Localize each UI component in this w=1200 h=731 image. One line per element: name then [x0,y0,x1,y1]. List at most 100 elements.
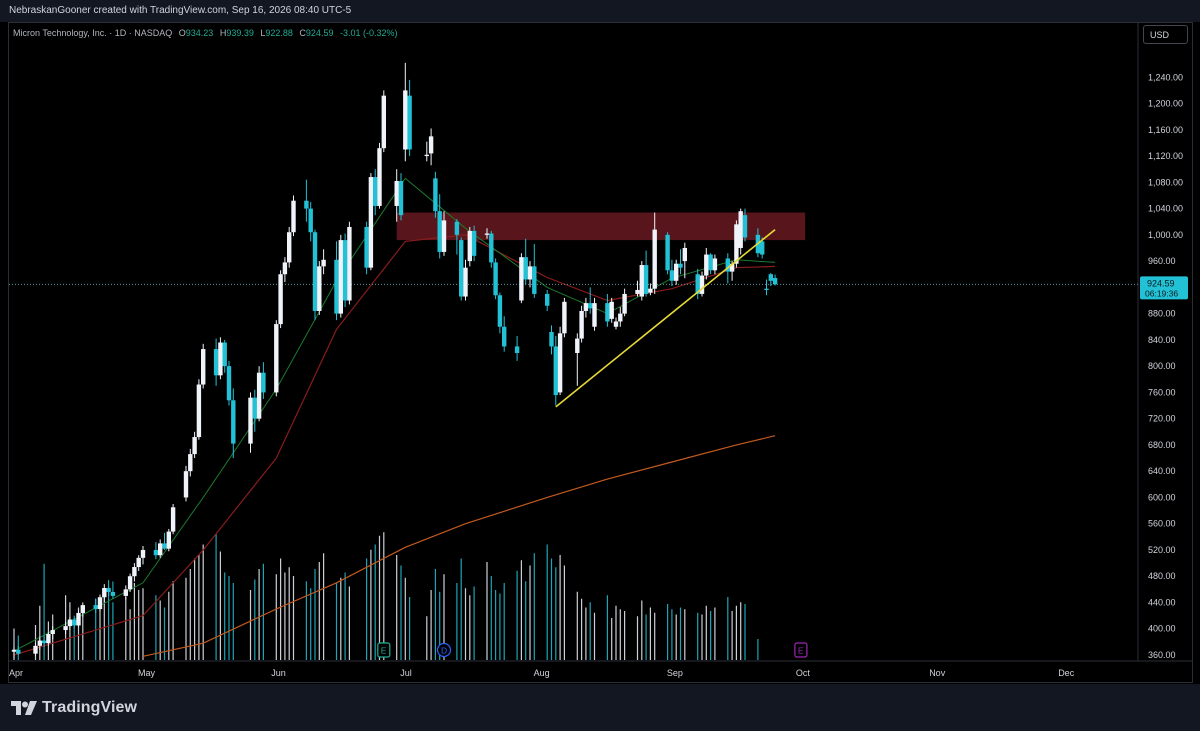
x-tick-label: Sep [667,668,683,678]
price-chart[interactable]: 1,240.00 1,200.00 1,160.00 1,120.00 1,080.00… [0,0,1200,684]
candle-body [699,275,705,294]
candle [196,379,202,440]
y-tick-label: 360.00 [1148,650,1176,660]
open-value: 934.23 [185,28,214,38]
candle-body [166,531,171,549]
price-tag-value: 924.59 [1147,278,1175,288]
candle-body [97,597,103,610]
candle-body [321,259,326,267]
candle [127,573,133,592]
candle-body [588,303,593,309]
volume-bar [262,563,264,660]
candle-body [274,324,279,393]
volume-bar [172,581,174,660]
candle-body [140,549,146,558]
candle [742,208,748,242]
volume-bar [138,590,140,660]
candle-body [712,258,718,271]
volume-bar [215,534,217,660]
candle-body [708,254,713,271]
volume-bar [434,569,436,660]
volume-bar [366,558,368,660]
candle-body [441,220,447,252]
candle-body [622,293,627,314]
candle-body [110,591,116,596]
candle-body [364,226,369,268]
tradingview-logo[interactable]: TradingView [11,699,137,717]
y-tick-label: 760.00 [1148,387,1176,397]
candle-body [579,310,584,339]
candle [213,338,219,386]
candle [463,259,468,301]
candle [274,320,279,397]
candle-body [196,384,202,438]
candle-body [527,266,533,280]
volume-bar [641,600,643,660]
candle [618,307,623,327]
volume-bar [228,576,230,660]
volume-bar [624,611,626,660]
candle [287,226,292,268]
candle [218,337,223,380]
high-value: 939.39 [226,28,254,38]
candle-body [493,262,498,296]
candle [278,270,283,329]
x-tick-label: Jul [400,668,412,678]
candle-body [11,649,17,652]
event-marker-label: D [441,646,447,656]
currency-button[interactable]: USD [1143,25,1188,44]
event-marker[interactable]: E [377,642,391,658]
candle-body [519,257,524,301]
y-tick-label: 1,040.00 [1148,204,1183,214]
candle-body [170,507,176,532]
candle [394,169,399,222]
candle-body [764,288,769,290]
candle-body [484,233,490,235]
event-marker[interactable]: D [436,642,452,658]
candle [734,220,739,268]
candle [708,253,713,275]
y-tick-label: 1,160.00 [1148,125,1183,135]
candle-body [772,278,778,285]
candle-body [218,342,223,376]
candle [489,230,494,268]
candle [192,431,197,459]
candle-body [162,543,167,549]
candle-body [523,257,528,280]
candle-body [347,226,352,301]
candle-body [37,640,42,646]
candle-body [669,270,675,281]
candle-body [201,349,206,385]
x-tick-label: Oct [796,668,811,678]
volume-bar [400,565,402,660]
candle [648,283,653,296]
candle-body [497,295,503,327]
volume-bar [305,581,307,660]
candle-body [459,240,464,297]
event-marker-badge [377,642,391,658]
candle-body [123,589,128,596]
candle-body [50,630,55,634]
candle [682,242,687,279]
volume-bar [323,553,325,660]
volume-bar [581,598,583,660]
volume-bar [473,586,475,660]
candle-body [704,254,709,276]
volume-bar [275,574,277,660]
plot-area [9,62,1138,660]
candle-body [67,619,73,627]
close-value: 924.59 [305,28,334,38]
volume-bar [112,602,114,660]
candle-body [635,289,640,294]
candle [437,194,442,259]
candle-body [373,177,378,206]
event-marker[interactable]: E [794,642,808,658]
candle [532,244,537,298]
event-marker-label: E [798,646,804,656]
candle [527,261,533,288]
candle-body [282,262,288,275]
volume-bar [456,583,458,660]
y-tick-label: 800.00 [1148,361,1176,371]
candle [140,546,146,565]
x-tick-label: May [138,668,156,678]
